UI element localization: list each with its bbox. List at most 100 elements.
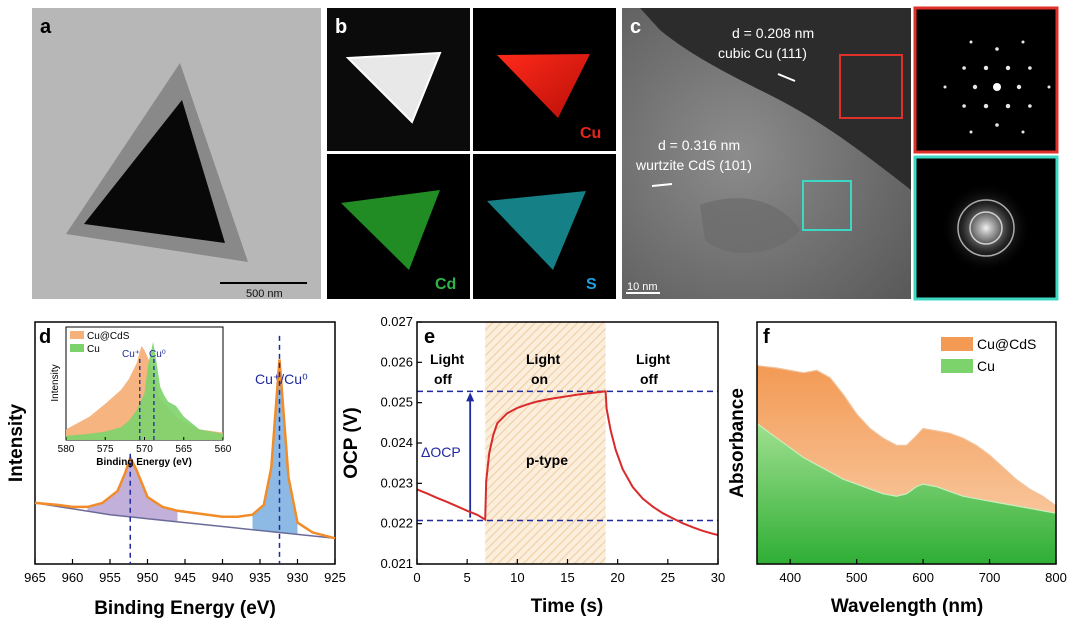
- scalebar-a-label: 500 nm: [246, 288, 283, 300]
- inset-x-tick-label: 560: [215, 444, 232, 455]
- fft-cyan-ring-outer: [957, 199, 1015, 257]
- legend-f-label-2: Cu: [977, 358, 995, 374]
- fft-red: [913, 6, 1059, 154]
- x-tick-label-d: 925: [324, 570, 346, 585]
- fft-spot: [995, 47, 999, 51]
- cu-map-label: Cu: [580, 125, 601, 142]
- inset-legend-label-2: Cu: [87, 344, 100, 355]
- fft-spot: [969, 40, 973, 44]
- x-tick-label-e: 20: [610, 570, 624, 585]
- panel-a-letter: a: [40, 16, 52, 38]
- x-tick-label-d: 945: [174, 570, 196, 585]
- panel-b: Cu Cd S b: [327, 8, 616, 299]
- lattice-mark-2: [651, 183, 673, 187]
- y-tick-label-e: 0.021: [380, 556, 413, 571]
- fft-spot: [1047, 85, 1051, 89]
- inset-x-tick-label: 570: [136, 444, 153, 455]
- x-tick-label-d: 940: [212, 570, 234, 585]
- scalebar-c-label: 10 nm: [627, 281, 658, 293]
- panel-f: Cu@CdS Cu 400 500 600 700 800 Wavelength (nm…: [727, 321, 1067, 617]
- region-3-top: Light: [636, 351, 671, 367]
- x-tick-label-d: 930: [287, 570, 309, 585]
- fft-spot: [969, 130, 973, 134]
- fft-spot: [972, 84, 978, 90]
- spacing-label-2: d = 0.316 nm: [658, 137, 740, 153]
- x-tick-label-e: 25: [661, 570, 675, 585]
- fft-spot: [962, 104, 966, 108]
- legend-f-swatch-1: [941, 337, 973, 351]
- plot-f-frame: [756, 321, 1057, 565]
- region-2-bottom: on: [531, 371, 548, 387]
- inset-cu-fill: [66, 341, 223, 440]
- fft-spot: [1021, 40, 1025, 44]
- panel-d-letter: d: [39, 326, 51, 348]
- x-axis-ticks-d: 965 960 955 950 945 940 935 930 925: [24, 559, 346, 585]
- y-tick-label-e: 0.027: [380, 314, 413, 329]
- spacing-label-1: d = 0.208 nm: [732, 25, 814, 41]
- inset-y-label: Intensity: [50, 364, 61, 401]
- inset-x-tick-label: 575: [97, 444, 114, 455]
- delta-ocp-label: ΔOCP: [421, 444, 461, 460]
- delta-ocp-arrowhead: [466, 392, 475, 402]
- region-3-bottom: off: [640, 371, 658, 387]
- y-tick-label-e: 0.023: [380, 475, 413, 490]
- fft-spot: [1028, 104, 1032, 108]
- fft-spot: [983, 65, 989, 71]
- fft-red-spots: [943, 40, 1051, 134]
- panel-d: Cu⁺/Cu⁰ 965 960 955 950 945 940 935 930 925 Bind…: [6, 321, 346, 619]
- inset-cucds-fill: [66, 346, 223, 440]
- inset-x-tick-label: 565: [175, 444, 192, 455]
- y-tick-label-e: 0.022: [380, 516, 413, 531]
- peak-fill-cu2p32: [252, 359, 298, 535]
- inset-legend-label-1: Cu@CdS: [87, 331, 130, 342]
- fft-spot-center: [993, 83, 1001, 91]
- x-tick-label-f: 700: [979, 570, 1001, 585]
- x-tick-label-d: 935: [249, 570, 271, 585]
- panel-c-letter: c: [630, 16, 641, 38]
- panel-f-letter: f: [763, 326, 770, 348]
- inset-x-label: Binding Energy (eV): [96, 457, 192, 468]
- fft-cyan-ring-inner: [969, 211, 1003, 245]
- cd-map-label: Cd: [435, 276, 456, 293]
- x-axis-ticks-e: 0 5 10 15 20 25 30: [413, 559, 725, 585]
- x-axis-label-e: Time (s): [531, 596, 604, 617]
- inset-legend-swatch-1: [70, 331, 84, 339]
- xps-spectrum-line: [34, 359, 336, 540]
- phase-label-2: wurtzite CdS (101): [635, 157, 752, 173]
- x-axis-ticks-f: 400 500 600 700 800: [779, 559, 1067, 585]
- hrtem-grain: [700, 198, 800, 254]
- fft-spot: [1005, 103, 1011, 109]
- inset-marker-label-1: Cu⁺: [122, 349, 140, 360]
- fft-spot: [943, 85, 947, 89]
- region-1-bottom: off: [434, 371, 452, 387]
- fft-spot: [1005, 65, 1011, 71]
- fft-cyan-halo: [941, 183, 1031, 273]
- x-tick-label-e: 0: [413, 570, 420, 585]
- fft-spot: [962, 66, 966, 70]
- x-tick-label-d: 950: [137, 570, 159, 585]
- lattice-mark-1: [777, 73, 796, 82]
- red-fft-region-box: [839, 54, 903, 119]
- inset-x-ticks: 580 575 570 565 560: [58, 437, 232, 455]
- x-axis-label-d: Binding Energy (eV): [94, 598, 276, 619]
- x-tick-label-f: 800: [1045, 570, 1067, 585]
- region-1-top: Light: [430, 351, 465, 367]
- tem-particle: [84, 100, 225, 243]
- panel-a: 500 nm a: [32, 8, 321, 300]
- s-map-particle: [487, 191, 586, 270]
- cyan-fft-region-box: [802, 180, 852, 231]
- phase-label-1: cubic Cu (111): [718, 45, 807, 61]
- x-tick-label-e: 30: [711, 570, 725, 585]
- fft-spot: [1021, 130, 1025, 134]
- y-axis-label-f: Absorbance: [727, 388, 748, 498]
- x-tick-label-f: 400: [779, 570, 801, 585]
- fft-spot: [983, 103, 989, 109]
- fft-spot: [1028, 66, 1032, 70]
- region-2-top: Light: [526, 351, 561, 367]
- light-on-band: [485, 322, 606, 564]
- hrtem-dark-region: [622, 8, 911, 190]
- background-line: [34, 502, 336, 540]
- x-tick-label-e: 5: [464, 570, 471, 585]
- y-tick-label-e: 0.024: [380, 435, 413, 450]
